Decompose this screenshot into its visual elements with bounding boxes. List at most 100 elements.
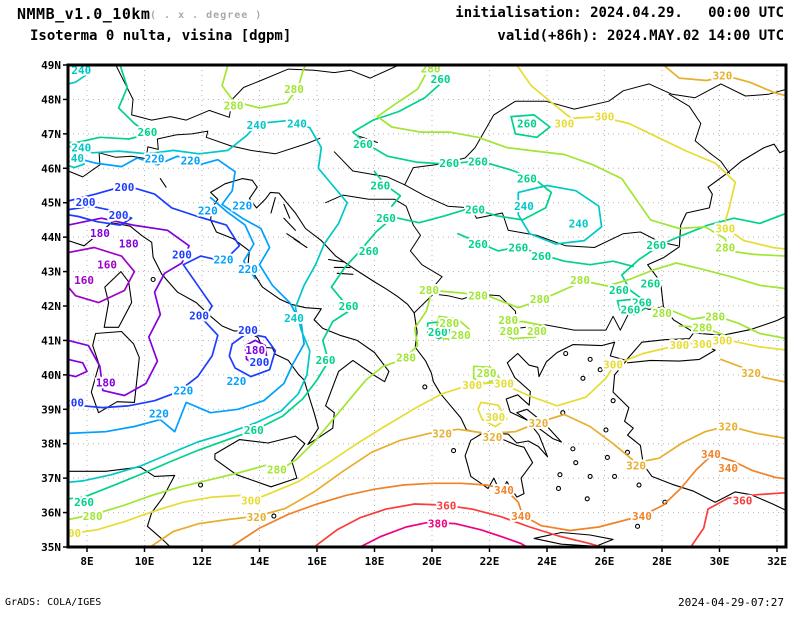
contour-label-300: 300 [603,359,623,372]
island [604,454,610,461]
lat-label: 37N [41,472,61,485]
contour-label-320: 320 [741,367,761,380]
contour-label-300: 300 [554,118,574,131]
island [563,350,569,357]
contour-label-240: 240 [569,217,589,230]
contour-label-260: 260 [439,157,459,170]
contour-label-240: 240 [514,200,534,213]
contour-label-280: 280 [83,510,103,523]
contour-label-280: 280 [284,83,304,96]
contour-360 [689,491,786,547]
init-time: initialisation: 2024.04.29. 00:00 UTC [455,5,784,21]
contour-label-320: 320 [712,69,732,82]
contour-380 [359,521,528,547]
lon-label: 18E [365,555,385,568]
island [587,473,593,479]
contour-label-200: 200 [109,209,129,222]
coastline [464,431,534,498]
contour-label-200: 200 [189,310,209,323]
contour-label-220: 220 [173,384,193,397]
contour-label-340: 340 [632,510,652,523]
island [603,427,609,433]
contour-label-180: 180 [119,237,139,250]
contour-label-300: 300 [595,111,615,124]
lon-label: 8E [80,555,93,568]
contour-label-160: 160 [97,259,117,272]
lat-label: 49N [41,59,61,72]
contour-280 [435,315,471,341]
lat-label: 38N [41,438,61,451]
contour-label-240: 240 [71,64,91,77]
contour-label-220: 220 [238,263,258,276]
contour-240 [68,157,85,169]
contour-label-260: 260 [359,245,379,258]
contour-label-280: 280 [468,290,488,303]
contour-260 [620,212,786,302]
contour-label-260: 260 [74,496,94,509]
contour-label-260: 260 [244,424,264,437]
lat-label: 44N [41,231,61,244]
contour-280 [68,262,786,521]
coastline [647,143,786,333]
contour-label-220: 220 [198,204,218,217]
map-plot-area: 1601601801801801802002002002002002002002… [68,64,786,547]
contour-label-260: 260 [428,326,448,339]
lon-label: 32E [767,555,787,568]
island [587,356,593,362]
lat-label: 40N [41,369,61,382]
island [445,434,451,440]
country-border [668,93,731,174]
contour-260 [426,320,452,340]
contour-label-360: 360 [733,495,753,508]
contour-label-300: 300 [715,223,735,236]
contour-label-260: 260 [641,277,661,290]
lat-label: 43N [41,266,61,279]
contour-label-260: 260 [431,73,451,86]
contour-240 [517,184,603,245]
coastline [270,197,276,214]
contour-label-300: 300 [462,379,482,392]
contour-label-180: 180 [245,344,265,357]
model-title: NMMB_v1.0_10km [17,5,151,23]
contour-180 [68,358,88,378]
coastline [626,339,716,364]
contour-280 [376,65,786,257]
contour-label-280: 280 [396,352,416,365]
lat-label: 42N [41,300,61,313]
coastline [327,258,345,263]
contour-280 [498,320,547,340]
contour-260 [457,232,635,268]
contour-label-260: 260 [316,354,336,367]
contour-label-260: 260 [376,212,396,225]
island [610,398,616,404]
lon-label: 12E [192,555,212,568]
field-title: Isoterma 0 nulta, visina [dgpm] [30,28,292,44]
island [612,473,618,479]
contour-label-220: 220 [232,200,252,213]
contour-label-280: 280 [692,322,712,335]
coastline [356,135,378,144]
contour-label-280: 280 [527,325,547,338]
contour-label-280: 280 [267,464,287,477]
contour-label-200: 200 [76,196,96,209]
contour-label-220: 220 [145,153,165,166]
contour-320 [149,413,786,547]
lon-label: 30E [710,555,730,568]
island [635,523,641,529]
contour-label-260: 260 [370,180,390,193]
contour-label-260: 260 [517,173,537,186]
grads-credit: GrADS: COLA/IGES [5,597,102,608]
island [150,276,156,283]
contour-label-200: 200 [114,181,134,194]
lat-label: 39N [41,403,61,416]
country-border [404,184,679,248]
contour-label-340: 340 [494,484,514,497]
contour-label-300: 300 [692,338,712,351]
contour-label-260: 260 [137,126,157,139]
contour-280 [645,305,786,340]
contour-220 [209,196,257,280]
contour-340 [229,453,786,547]
contour-label-280: 280 [652,307,672,320]
contour-label-280: 280 [500,325,520,338]
